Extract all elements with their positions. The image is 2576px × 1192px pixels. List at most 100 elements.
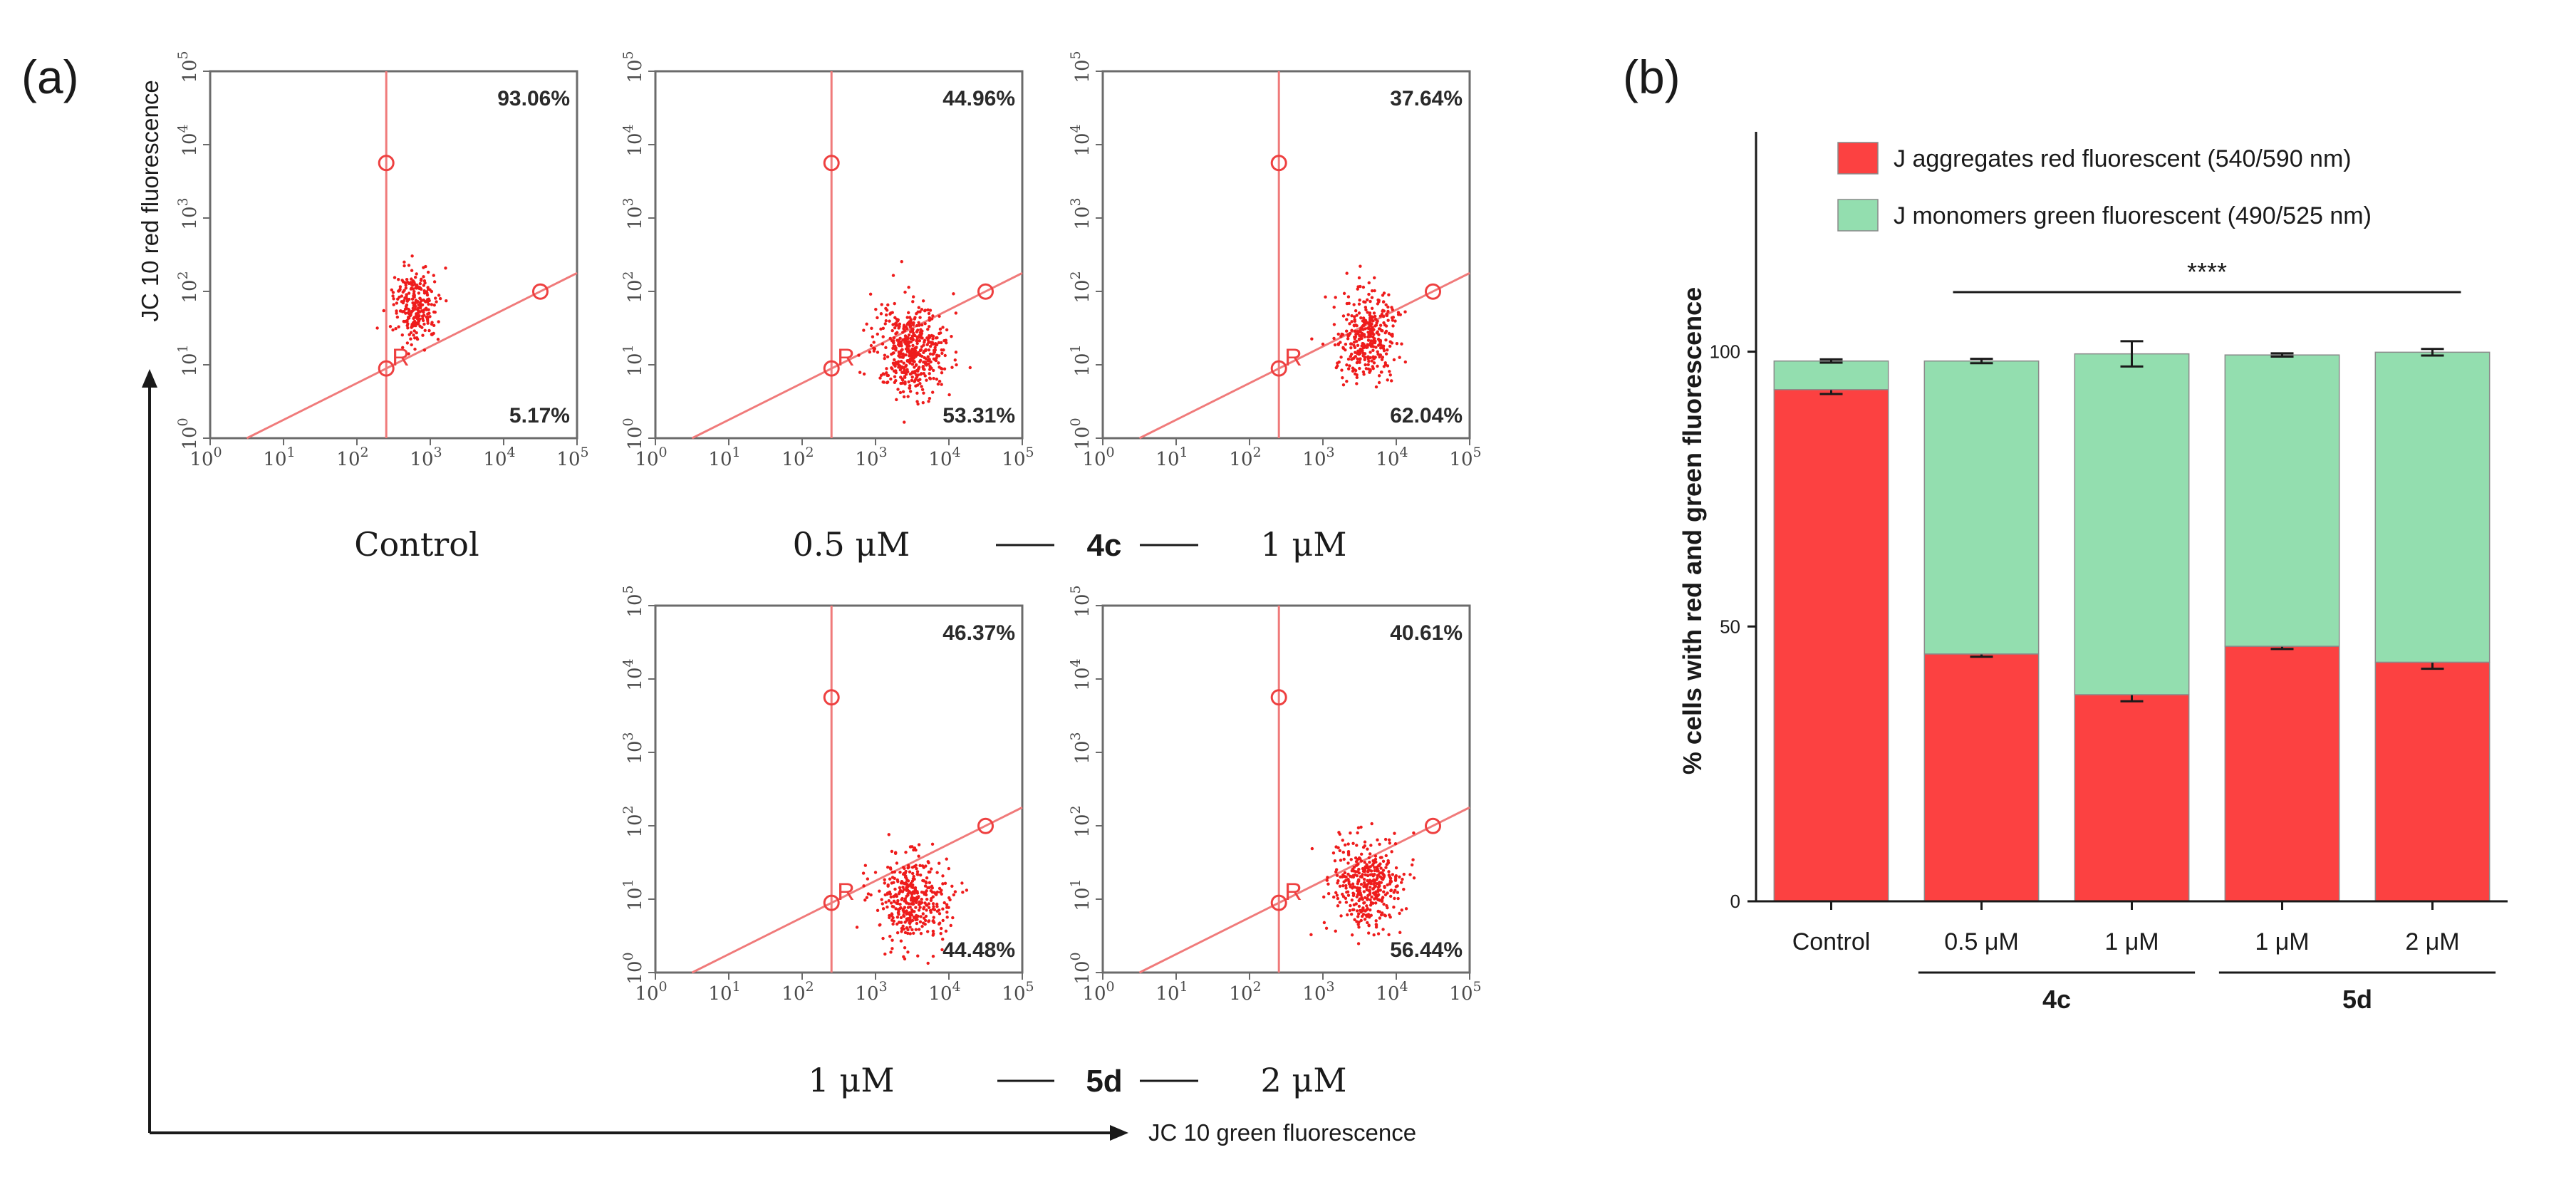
scatter-point (1388, 879, 1393, 883)
scatter-point (426, 287, 430, 291)
scatter-point (968, 366, 972, 370)
scatter-point (900, 344, 903, 348)
scatter-point (444, 266, 447, 270)
scatter-point (889, 377, 893, 381)
scatter-point (915, 368, 919, 373)
x-tick-label: 105 (1002, 979, 1034, 1005)
scatter-point (415, 331, 418, 335)
scatter-point (898, 322, 902, 326)
scatter-point (1355, 375, 1359, 379)
y-tick-label: 105 (175, 51, 201, 83)
scatter-point (1380, 899, 1384, 903)
scatter-point (1374, 346, 1378, 349)
scatter-point (902, 395, 906, 399)
scatter-point (1358, 897, 1362, 901)
scatter-point (920, 388, 925, 392)
scatter-point (949, 923, 952, 928)
x-tick-label: 105 (1002, 445, 1034, 470)
scatter-point (409, 337, 412, 341)
x-tick-label: 101 (1155, 445, 1188, 470)
scatter-point (876, 316, 879, 320)
scatter-point (1336, 343, 1341, 346)
gate-handle (378, 155, 395, 172)
scatter-point (902, 361, 905, 365)
scatter-point (930, 867, 933, 871)
scatter-point (902, 955, 905, 959)
scatter-point (943, 881, 947, 886)
scatter-point (945, 916, 949, 919)
scatter-point (1408, 873, 1412, 876)
scatter-point (911, 300, 915, 304)
scatter-point (953, 358, 957, 362)
scatter-point (1381, 859, 1386, 864)
scatter-point (910, 871, 915, 876)
scatter-point (1352, 865, 1356, 869)
scatter-point (922, 391, 925, 395)
scatter-point (1331, 851, 1336, 855)
scatter-point (1388, 876, 1393, 881)
scatter-point (1384, 338, 1388, 342)
scatter-point (411, 301, 415, 305)
scatter-point (1392, 891, 1396, 894)
scatter-point (920, 898, 923, 901)
y-tick-label: 103 (175, 197, 201, 229)
x-tick-label: 101 (708, 445, 740, 470)
scatter-point (897, 341, 900, 345)
scatter-point (935, 909, 940, 913)
scatter-point (1396, 891, 1400, 894)
scatter-point (425, 293, 430, 297)
scatter-point (922, 879, 926, 883)
scatter-point (890, 947, 894, 950)
scatter-point (1363, 358, 1366, 361)
scatter-point (1309, 933, 1313, 937)
scatter-point (947, 866, 951, 871)
scatter-point (906, 395, 910, 398)
scatter-point (1356, 881, 1360, 886)
scatter-point (1334, 296, 1337, 299)
scatter-point (410, 254, 414, 258)
scatter-point (1392, 358, 1396, 362)
scatter-point (925, 898, 929, 901)
red-bar-segment (2374, 661, 2491, 902)
scatter-point (1393, 831, 1396, 835)
scatter-point (916, 373, 920, 377)
scatter-point (419, 303, 422, 307)
y-tick-label: 103 (1068, 732, 1094, 764)
scatter-point (1368, 368, 1372, 373)
scatter-point (1339, 875, 1342, 879)
upper-quadrant-percentage: 44.96% (942, 87, 1015, 110)
scatter-point (890, 352, 893, 356)
scatter-point (911, 323, 915, 327)
scatter-point (1388, 894, 1393, 898)
scatter-point (920, 925, 924, 928)
scatter-point (906, 879, 910, 883)
scatter-point (876, 332, 879, 336)
scatter-point (407, 307, 410, 311)
scatter-point (1388, 915, 1392, 919)
scatter-point (887, 899, 890, 903)
group-bracket-4c: 4c (1918, 971, 2196, 1014)
scatter-point (893, 344, 897, 348)
scatter-point (890, 913, 894, 916)
scatter-point (906, 864, 910, 867)
scatter-point (1349, 346, 1353, 350)
scatter-point (1348, 331, 1352, 336)
scatter-point (1361, 316, 1366, 320)
scatter-point (1338, 901, 1341, 904)
scatter-point (1361, 845, 1366, 849)
scatter-point (422, 310, 425, 314)
scatter-point (404, 284, 407, 287)
scatter-point (938, 314, 941, 318)
scatter-point (886, 866, 890, 869)
y-tick-label: 104 (620, 124, 646, 156)
scatter-point (1344, 879, 1348, 882)
scatter-point (931, 902, 935, 906)
gate-handle (1270, 360, 1287, 377)
scatter-point (1370, 289, 1374, 293)
scatter-point (928, 318, 932, 322)
scatter-point (900, 881, 905, 885)
scatter-point (925, 336, 929, 340)
upper-quadrant-percentage: 93.06% (497, 87, 570, 110)
scatter-point (866, 892, 871, 896)
scatter-point (412, 294, 416, 297)
